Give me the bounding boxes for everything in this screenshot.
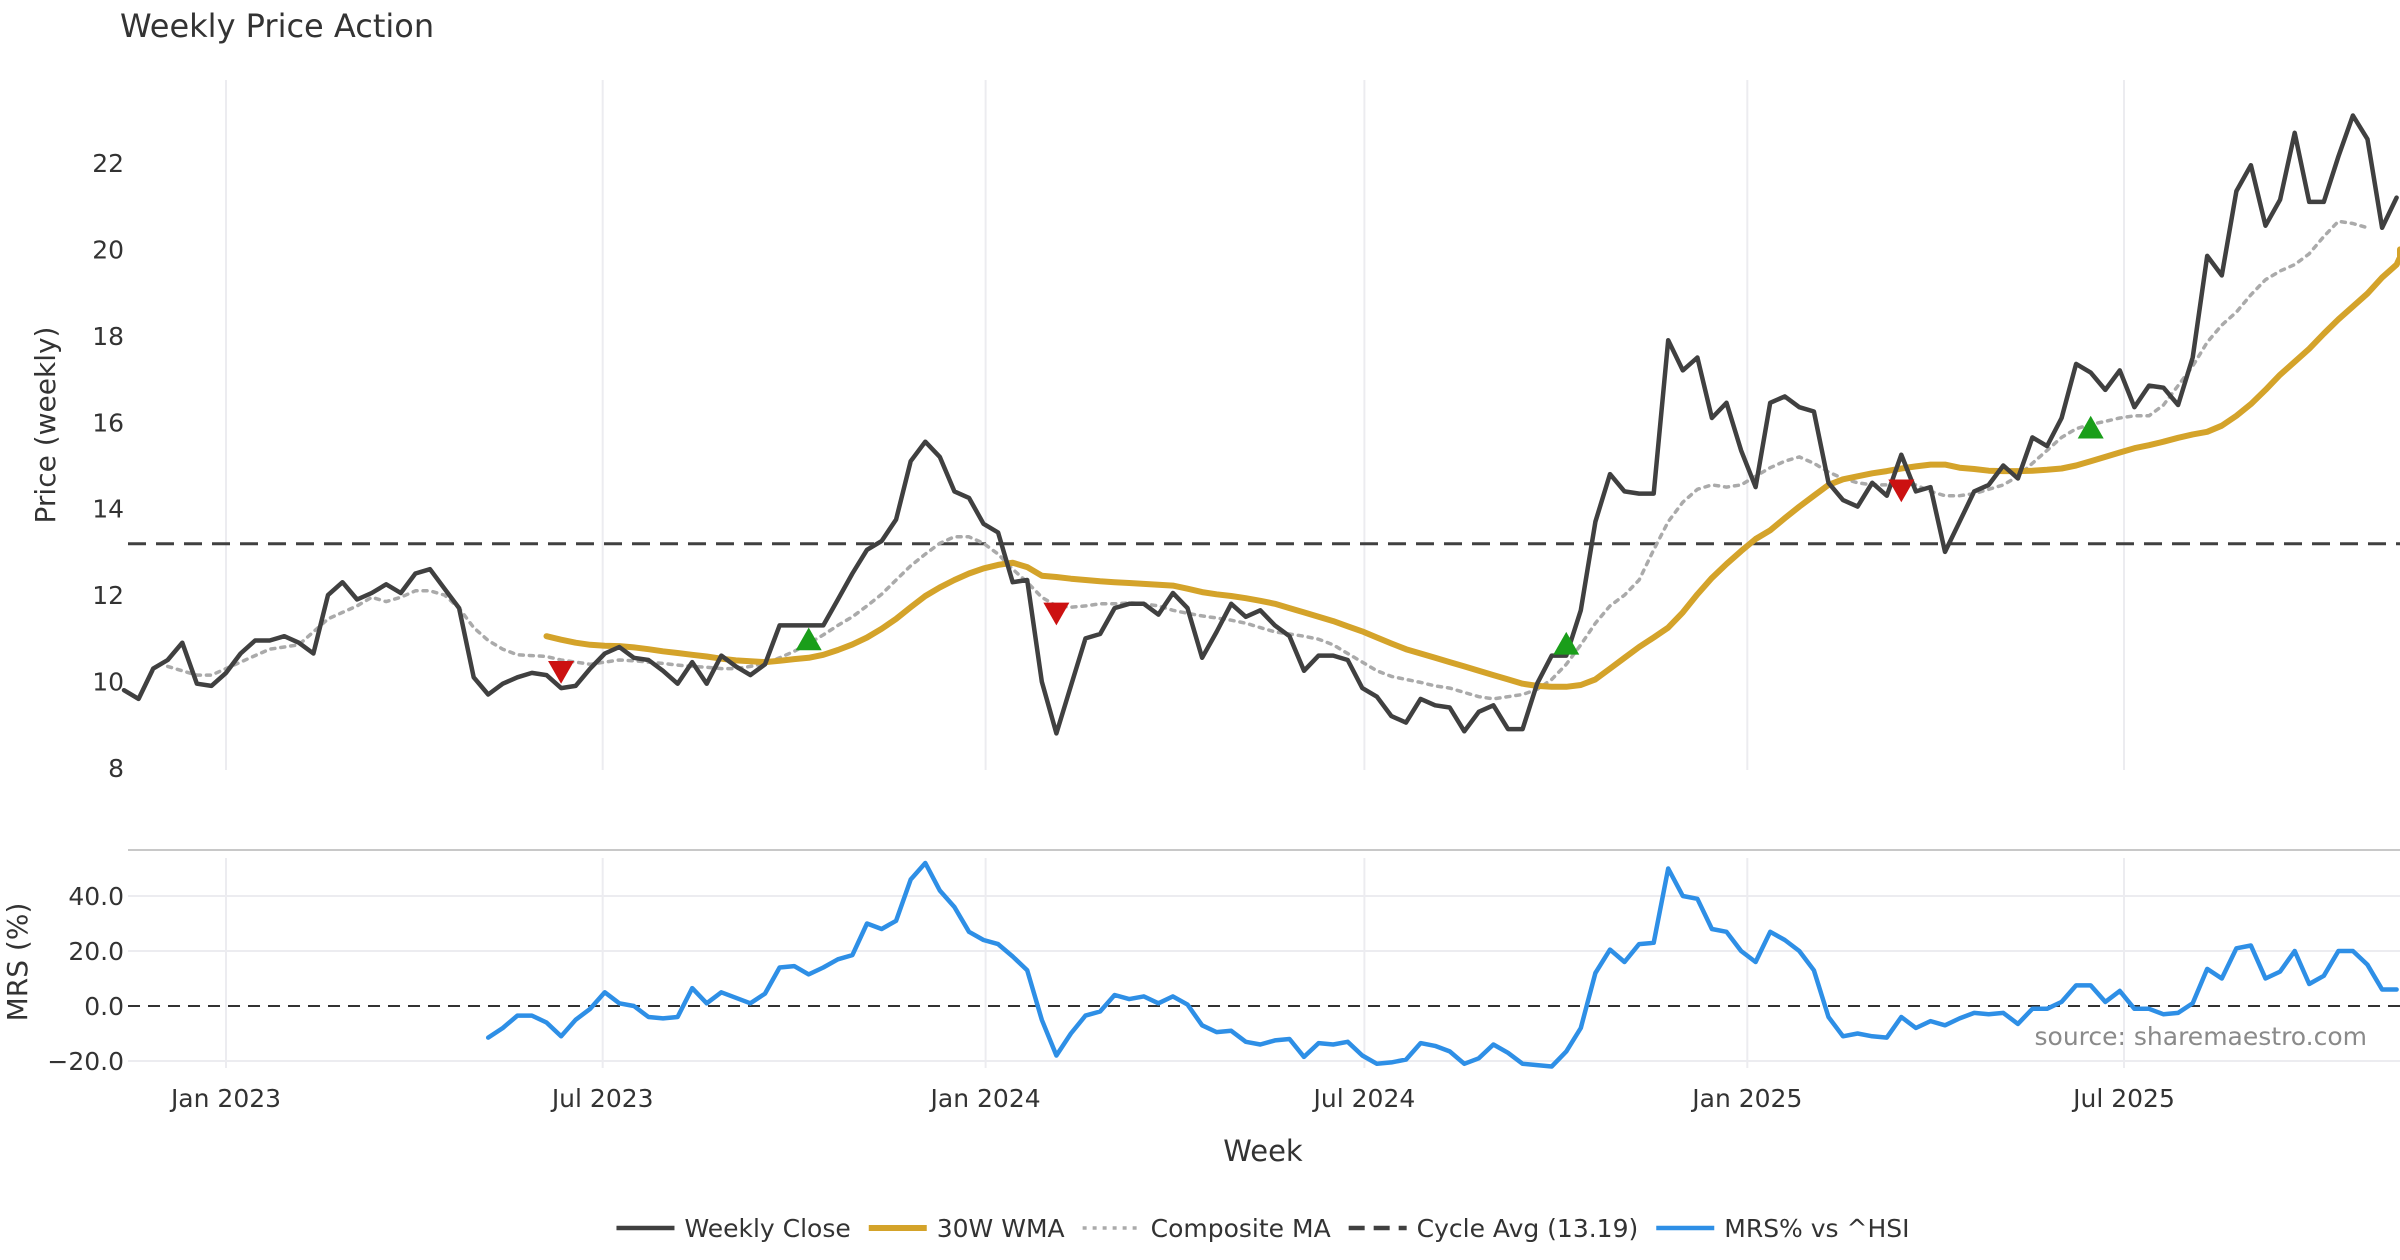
chart-title: Weekly Price Action: [120, 7, 434, 45]
mrs-y-axis-ticks: −20.0 0.0 20.0 40.0: [47, 882, 124, 1076]
price-y-tick-label: 16: [92, 408, 124, 437]
mrs-grid: [128, 858, 2400, 1068]
mrs-series-line: [485, 860, 2399, 1069]
buy-signal-marker: [1553, 631, 1580, 655]
x-tick-label: Jan 2025: [1690, 1084, 1802, 1113]
close-series-line: [121, 113, 2399, 736]
source-annotation: source: sharemaestro.com: [2035, 1022, 2368, 1051]
price-y-tick-label: 20: [92, 235, 124, 264]
x-tick-label: Jan 2023: [169, 1084, 281, 1113]
x-tick-label: Jan 2024: [929, 1084, 1041, 1113]
mrs-y-tick-label: 40.0: [68, 882, 124, 911]
price-lines: [121, 113, 2400, 736]
price-y-tick-label: 14: [92, 495, 124, 524]
price-grid: [225, 80, 2125, 770]
mrs-y-tick-label: 0.0: [84, 992, 124, 1021]
sell-signal-marker: [548, 661, 575, 684]
x-axis-ticks: Jan 2023 Jul 2023 Jan 2024 Jul 2024 Jan 2025…: [169, 1084, 2175, 1113]
price-y-axis-label: Price (weekly): [29, 327, 62, 524]
buy-signal-marker: [2077, 415, 2104, 439]
signal-markers: [548, 415, 2104, 684]
mrs-y-tick-label: 20.0: [68, 937, 124, 966]
price-y-tick-label: 18: [92, 322, 124, 351]
legend-label-mrs: MRS% vs ^HSI: [1724, 1214, 1909, 1243]
sell-signal-marker: [1043, 602, 1070, 626]
price-y-axis-ticks: 8 10 12 14 16 18 20 22: [92, 149, 124, 783]
x-tick-label: Jul 2023: [550, 1084, 654, 1113]
price-y-tick-label: 8: [108, 754, 124, 783]
price-y-tick-label: 22: [92, 149, 124, 178]
legend-label-close: Weekly Close: [684, 1214, 850, 1243]
x-axis-label: Week: [1223, 1134, 1303, 1168]
legend: Weekly Close 30W WMA Composite MA Cycle Avg…: [616, 1214, 1910, 1243]
composite-series-line: [165, 219, 2370, 701]
legend-label-composite: Composite MA: [1151, 1214, 1331, 1243]
x-tick-label: Jul 2025: [2071, 1084, 2175, 1113]
price-y-tick-label: 12: [92, 581, 124, 610]
sell-signal-marker: [1888, 479, 1915, 503]
x-tick-label: Jul 2024: [1312, 1084, 1416, 1113]
mrs-y-tick-label: −20.0: [47, 1047, 124, 1076]
mrs-lines: [485, 860, 2399, 1069]
legend-label-cycle: Cycle Avg (13.19): [1417, 1214, 1639, 1243]
price-y-tick-label: 10: [92, 668, 124, 697]
wma-series-line: [543, 246, 2400, 690]
mrs-y-axis-label: MRS (%): [1, 903, 34, 1022]
buy-signal-marker: [795, 627, 822, 651]
legend-label-wma: 30W WMA: [937, 1214, 1065, 1243]
